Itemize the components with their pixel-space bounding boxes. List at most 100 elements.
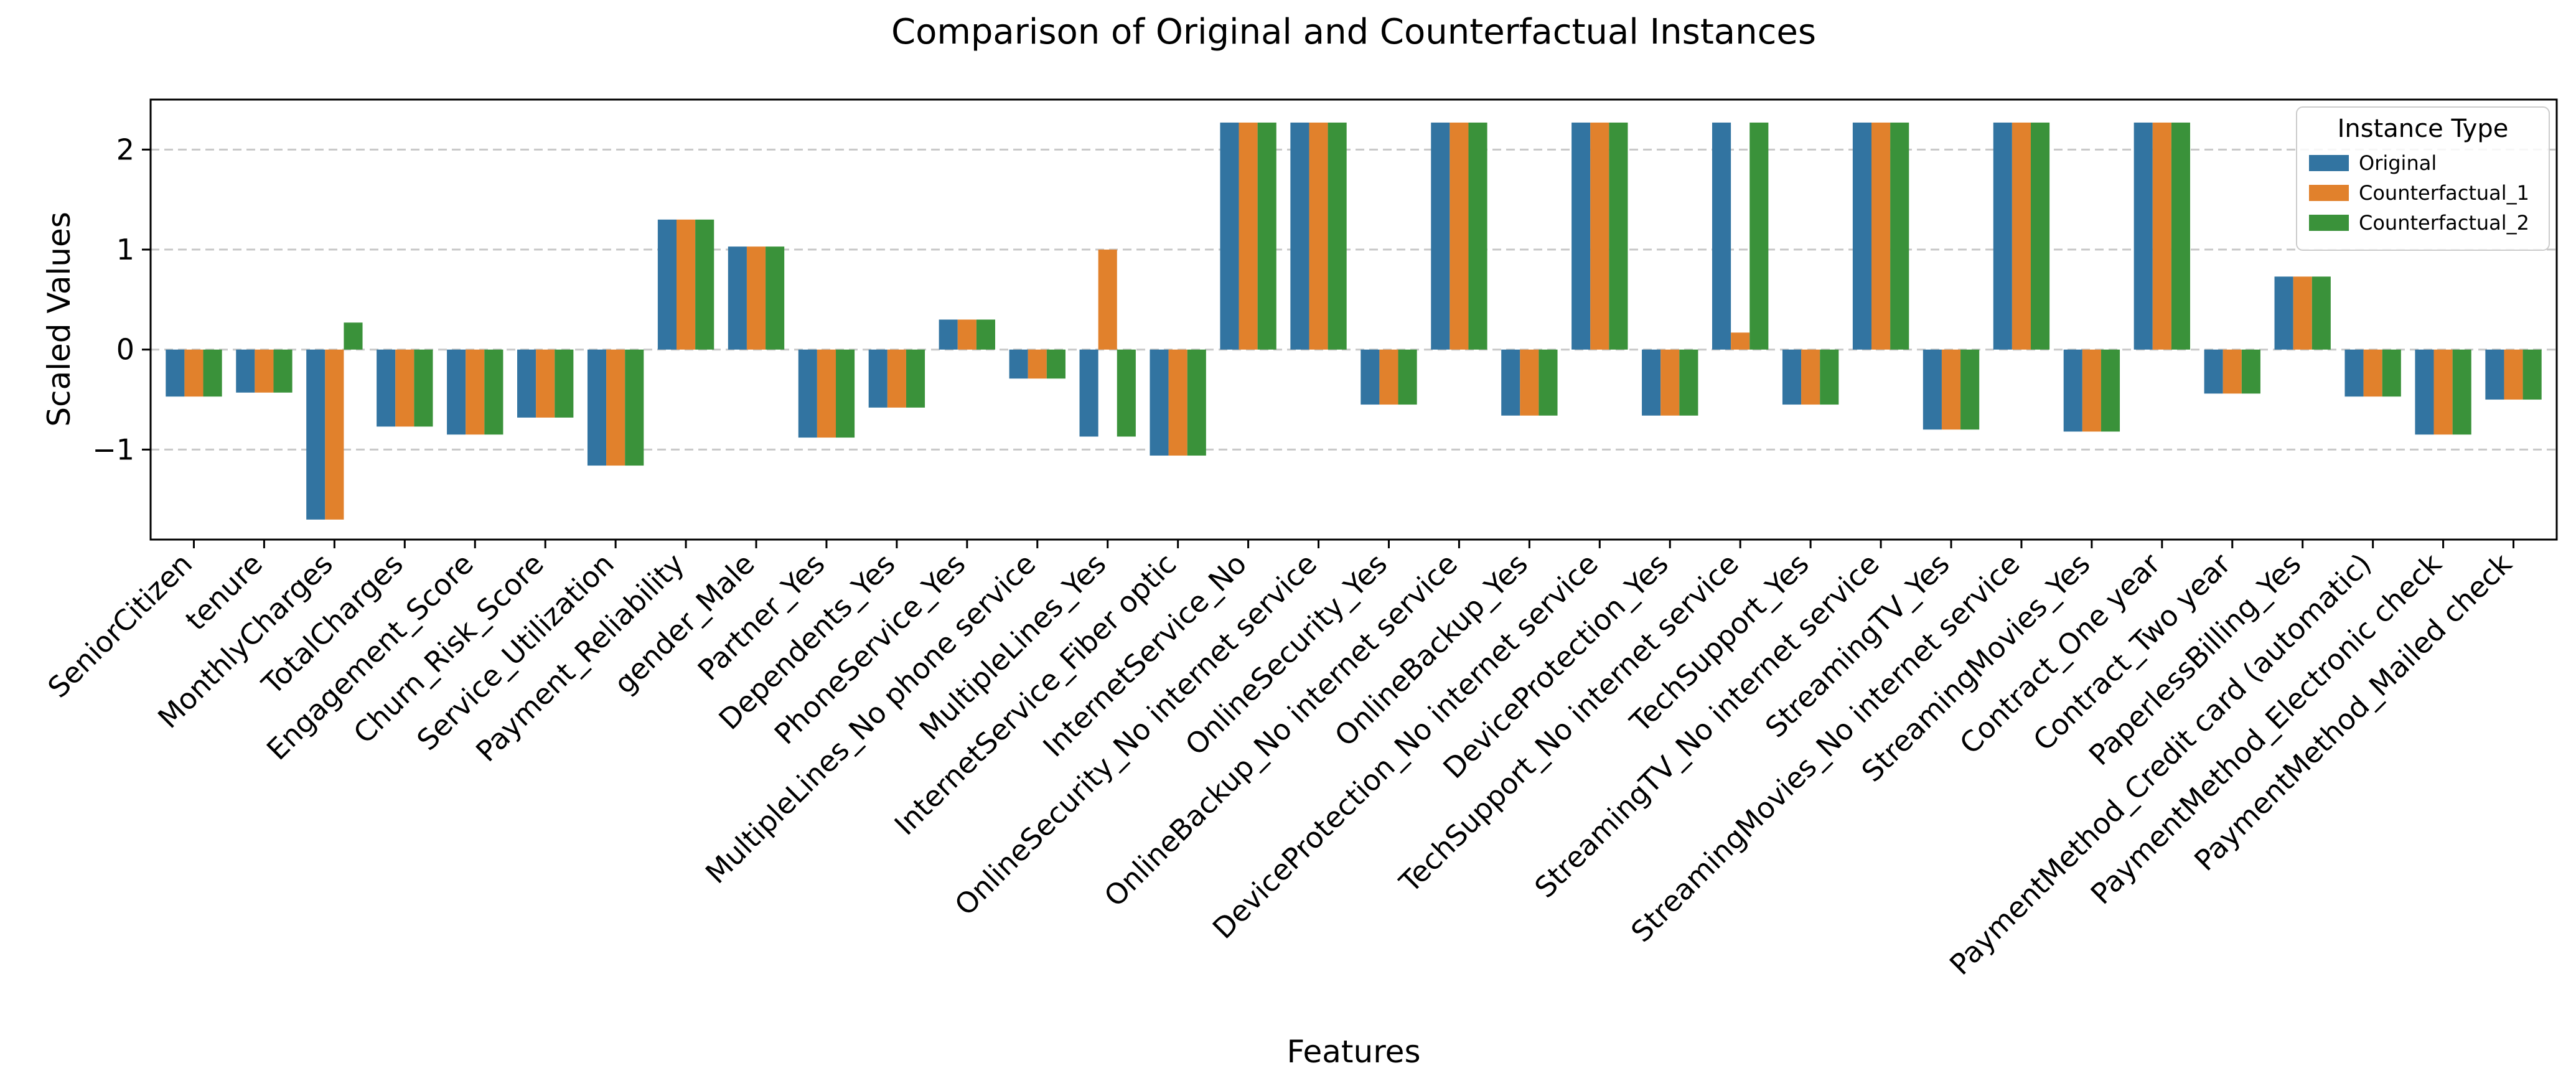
bar [447,349,466,435]
bar [555,349,574,418]
bar [2382,349,2401,397]
y-axis: −1 0 1 2 [92,133,151,466]
bar [1679,349,1698,416]
bar [517,349,536,418]
bar [1431,122,1450,350]
bar [1890,122,1909,350]
bar [1117,349,1136,437]
y-tick-label: 1 [116,233,134,266]
bar [1731,332,1750,350]
bar [2274,276,2293,350]
legend: Instance Type Original Counterfactual_1 Co… [2296,106,2550,251]
bar [2504,349,2523,400]
bar [2452,349,2471,435]
bar [1379,349,1398,405]
legend-swatch [2309,155,2349,171]
bar [2012,122,2031,350]
bar [1290,122,1309,350]
bar [836,349,855,438]
bar [1239,122,1258,350]
bar [377,349,396,427]
bar [1749,122,1769,350]
bar [1801,349,1820,405]
legend-title: Instance Type [2338,115,2509,143]
bar [1309,122,1328,350]
bar [2101,349,2120,432]
bar [939,319,958,350]
bar [1871,122,1891,350]
chart-title: Comparison of Original and Counterfactua… [891,12,1816,52]
x-axis: SeniorCitizentenureMonthlyChargesTotalCh… [41,540,2519,981]
y-tick-label: 2 [116,133,134,166]
bar [1468,122,1487,350]
bar [1168,349,1187,456]
bar [306,349,326,520]
bar [344,322,363,350]
legend-label: Original [2359,151,2437,175]
bar [255,349,274,393]
bar [1820,349,1839,405]
bar [2485,349,2504,400]
bar [587,349,607,466]
bar [2293,276,2312,350]
bar [1941,349,1961,430]
legend-swatch [2309,215,2349,231]
bar [166,349,185,397]
bar [746,246,766,350]
bar [1609,122,1628,350]
bar [1046,349,1066,379]
bar [2522,349,2542,400]
legend-frame [2296,106,2550,251]
bar [868,349,888,408]
bar [625,349,644,466]
bar [1642,349,1661,416]
bar [1009,349,1028,379]
bar [728,246,747,350]
bar [2031,122,2050,350]
bar [1539,349,1558,416]
bar [1660,349,1680,416]
bar [1993,122,2012,350]
bar [606,349,625,466]
bar [1398,349,1417,405]
bar [1782,349,1802,405]
bar [536,349,555,418]
bar [2222,349,2242,394]
bar [766,246,785,350]
bar [203,349,222,397]
bar [2363,349,2382,397]
bar [2415,349,2434,435]
bar [466,349,485,435]
bar [1328,122,1347,350]
bar [957,319,977,350]
bar [695,219,714,350]
bar [1450,122,1469,350]
bar [484,349,503,435]
bar [1079,349,1098,437]
bar [2204,349,2223,394]
bar [887,349,906,408]
bar [1028,349,1047,379]
bar [184,349,204,397]
bar [236,349,255,393]
bar [1852,122,1871,350]
bar [1960,349,1980,430]
grid-lines [151,148,2557,451]
bar [395,349,415,427]
bar [2152,122,2171,350]
y-axis-label: Scaled Values [41,212,77,427]
x-tick-label: SeniorCitizen [41,547,199,704]
legend-label: Counterfactual_1 [2359,181,2529,205]
bar [1098,250,1117,350]
bar [2433,349,2453,435]
plot-frame [149,98,2558,541]
bar [2082,349,2101,432]
bar [798,349,817,438]
bar [1257,122,1276,350]
bar [2344,349,2364,397]
bar [1361,349,1380,405]
bar [2311,276,2331,350]
bar [414,349,433,427]
y-tick-label: −1 [92,433,134,466]
